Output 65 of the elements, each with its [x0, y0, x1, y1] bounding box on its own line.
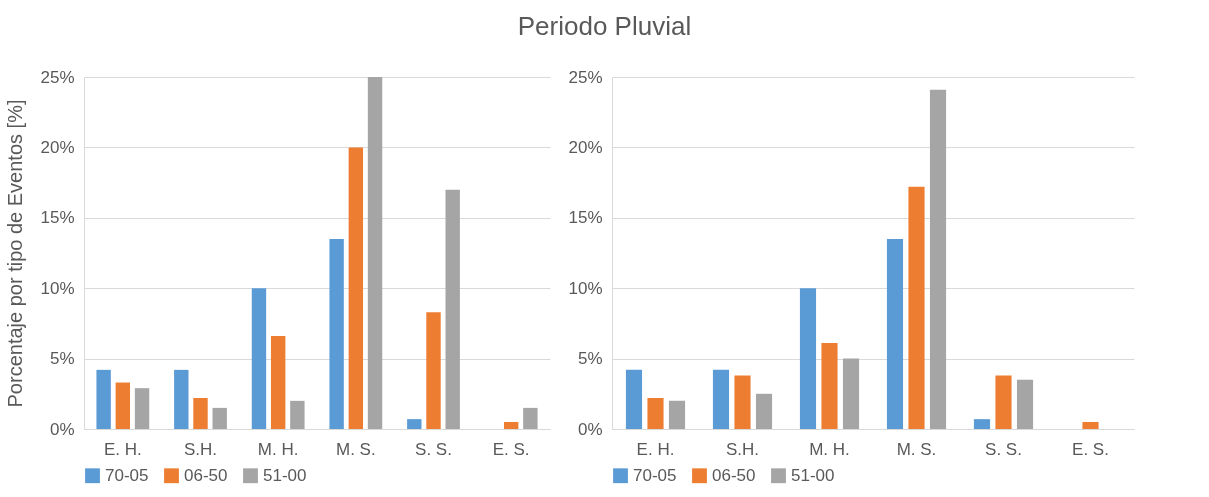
x-tick-label: E. H. — [636, 439, 675, 459]
x-tick-label: E. H. — [103, 439, 142, 459]
legend-label: 51-00 — [263, 465, 307, 485]
y-tick-label: 10% — [568, 278, 603, 298]
bar — [647, 398, 664, 429]
bar — [668, 400, 686, 429]
y-tick-label: 20% — [568, 137, 603, 157]
y-tick-label: 15% — [568, 208, 603, 228]
bar — [251, 288, 267, 429]
x-tick-label: M. H. — [257, 439, 299, 459]
x-tick-label: S. S. — [415, 439, 452, 459]
x-tick-label: E. S. — [1072, 439, 1109, 459]
bar — [348, 147, 364, 429]
y-tick-label: 25% — [40, 67, 75, 87]
y-tick-label: 0% — [577, 419, 603, 439]
bar — [174, 369, 189, 429]
y-axis-title: Porcentaje por tipo de Eventos [%] — [4, 99, 27, 408]
bar — [367, 77, 383, 429]
x-tick-label: M. S. — [336, 439, 376, 459]
bar — [908, 186, 925, 429]
y-tick-label: 5% — [49, 349, 75, 369]
y-tick-label: 10% — [40, 278, 75, 298]
x-tick-label: M. H. — [809, 439, 850, 459]
bar — [1082, 421, 1099, 429]
bar — [134, 388, 150, 429]
bar — [290, 400, 305, 429]
y-tick-label: 5% — [577, 349, 603, 369]
y-tick-label: 0% — [49, 419, 75, 439]
bar — [973, 419, 991, 429]
bar — [270, 336, 286, 429]
bar — [886, 238, 904, 429]
bar — [712, 369, 730, 429]
bar — [523, 407, 538, 429]
bar — [1016, 379, 1034, 429]
bar — [115, 382, 131, 429]
x-tick-label: S.H. — [725, 439, 760, 459]
bar — [212, 407, 227, 429]
legend-label: 70-05 — [105, 465, 149, 485]
y-tick-label: 25% — [568, 67, 603, 87]
bar — [929, 89, 947, 429]
bar — [995, 375, 1012, 429]
bar — [426, 312, 441, 429]
y-tick-label: 15% — [40, 208, 75, 228]
legend-label: 06-50 — [712, 465, 756, 485]
y-tick-label: 20% — [40, 137, 75, 157]
bar — [503, 421, 519, 429]
bar — [407, 419, 422, 429]
text: Periodo Pluvial — [516, 10, 693, 43]
bar — [799, 288, 817, 429]
x-tick-label: S. S. — [985, 439, 1022, 459]
legend-label: 06-50 — [184, 465, 228, 485]
bar — [734, 375, 751, 429]
bar — [842, 358, 860, 429]
bar — [821, 343, 838, 429]
x-tick-label: S.H. — [183, 439, 218, 459]
bar — [329, 238, 344, 429]
legend-label: 51-00 — [791, 465, 835, 485]
bar — [755, 393, 773, 429]
legend-label: 70-05 — [633, 465, 677, 485]
bar — [96, 369, 111, 429]
bar — [445, 189, 460, 429]
x-tick-label: M. S. — [896, 439, 937, 459]
bar — [193, 398, 208, 429]
x-tick-label: E. S. — [492, 439, 530, 459]
bar — [625, 369, 643, 429]
